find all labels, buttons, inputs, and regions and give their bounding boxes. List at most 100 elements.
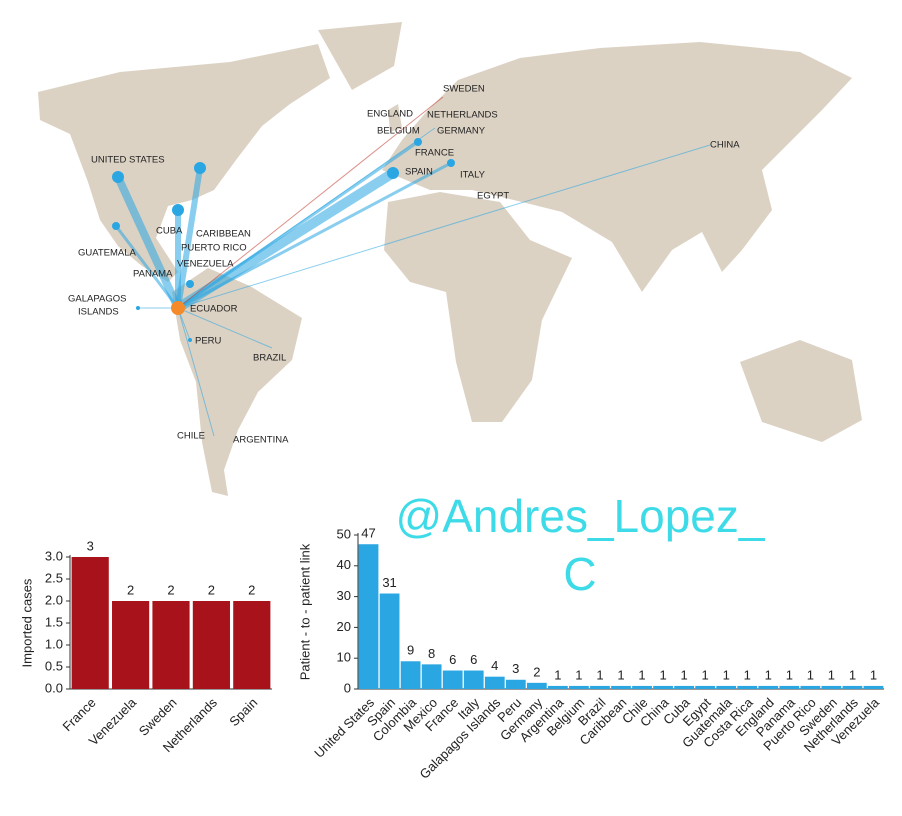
bar	[505, 679, 526, 689]
bar	[71, 557, 109, 689]
y-tick-label: 30	[337, 588, 351, 603]
map-label: PERU	[195, 336, 222, 347]
value-label: 1	[659, 667, 666, 682]
x-tick-label: Spain	[226, 695, 260, 729]
greenland	[318, 22, 402, 90]
value-label: 6	[470, 652, 477, 667]
y-tick-label: 0	[344, 680, 351, 695]
y-tick-label: 3.0	[45, 548, 63, 563]
uk	[388, 104, 402, 132]
map-label: BRAZIL	[253, 353, 286, 364]
value-label: 2	[127, 582, 134, 597]
map-label: FRANCE	[415, 148, 454, 159]
australia	[740, 340, 862, 442]
bar	[779, 685, 800, 689]
watermark: C	[563, 548, 596, 600]
value-label: 1	[723, 667, 730, 682]
map-label: PANAMA	[133, 269, 173, 280]
y-tick-label: 2.0	[45, 592, 63, 607]
y-axis-label: Imported cases	[19, 578, 34, 667]
value-label: 1	[596, 667, 603, 682]
y-tick-label: 0.5	[45, 658, 63, 673]
map-label: BELGIUM	[377, 126, 420, 137]
bar	[863, 685, 884, 689]
value-label: 1	[554, 667, 561, 682]
value-label: 1	[828, 667, 835, 682]
africa	[384, 192, 572, 422]
value-label: 8	[428, 646, 435, 661]
bar	[653, 685, 673, 689]
y-tick-label: 40	[337, 557, 351, 572]
value-label: 1	[870, 667, 877, 682]
map-label: VENEZUELA	[177, 259, 234, 270]
bar	[421, 664, 442, 689]
value-label: 47	[361, 526, 375, 541]
map-label: CHILE	[177, 431, 205, 442]
value-label: 9	[407, 643, 414, 658]
value-label: 1	[807, 667, 814, 682]
map-label: CUBA	[156, 226, 183, 237]
map-label: GERMANY	[437, 126, 486, 137]
map-label: PUERTO RICO	[181, 243, 247, 254]
map-label: ARGENTINA	[233, 435, 289, 446]
bar	[758, 685, 779, 689]
bar	[821, 685, 842, 689]
map-label: SWEDEN	[443, 84, 485, 95]
x-tick-label: United States	[311, 695, 377, 761]
value-label: 4	[491, 658, 498, 673]
map-label: GALAPAGOS	[68, 294, 126, 305]
value-label: 2	[248, 582, 255, 597]
map-label: SPAIN	[405, 167, 433, 178]
bar	[800, 685, 821, 689]
value-label: 2	[167, 582, 174, 597]
map-label: ITALY	[460, 170, 486, 181]
bar	[611, 685, 631, 689]
value-label: 1	[744, 667, 751, 682]
bar	[152, 601, 190, 689]
value-label: 1	[681, 667, 688, 682]
bar	[192, 601, 230, 689]
bar	[569, 685, 589, 689]
map-label: CHINA	[710, 140, 740, 151]
bar	[526, 682, 547, 689]
value-label: 1	[575, 667, 582, 682]
y-tick-label: 50	[337, 526, 351, 541]
bar	[379, 593, 400, 689]
x-tick-label: France	[60, 695, 99, 734]
y-tick-label: 1.5	[45, 614, 63, 629]
y-tick-label: 10	[337, 650, 351, 665]
map-label: ECUADOR	[190, 304, 238, 315]
south-america	[172, 268, 302, 496]
value-label: 1	[765, 667, 772, 682]
bar	[442, 670, 463, 689]
bar	[674, 685, 695, 689]
map-label: UNITED STATES	[91, 155, 165, 166]
map-label: GUATEMALA	[78, 248, 137, 259]
map-label: NETHERLANDS	[427, 110, 498, 121]
y-tick-label: 20	[337, 619, 351, 634]
value-label: 2	[208, 582, 215, 597]
world-map	[38, 22, 862, 496]
value-label: 3	[87, 538, 94, 553]
y-tick-label: 2.5	[45, 570, 63, 585]
value-label: 2	[533, 664, 540, 679]
flow-nodes	[112, 138, 455, 342]
map-label: ISLANDS	[78, 307, 119, 318]
map-label: CARIBBEAN	[196, 229, 251, 240]
value-label: 1	[702, 667, 709, 682]
bar	[695, 685, 716, 689]
ecuador-node	[171, 301, 185, 315]
bar	[716, 685, 737, 689]
value-label: 1	[617, 667, 624, 682]
map-label: EGYPT	[477, 191, 509, 202]
value-label: 6	[449, 652, 456, 667]
bar	[400, 661, 421, 689]
bar	[842, 685, 863, 689]
bar	[358, 544, 379, 689]
y-axis-label: Patient - to - patient link	[297, 543, 312, 680]
y-tick-label: 0.0	[45, 680, 63, 695]
value-label: 1	[849, 667, 856, 682]
y-tick-label: 1.0	[45, 636, 63, 651]
value-label: 3	[512, 661, 519, 676]
